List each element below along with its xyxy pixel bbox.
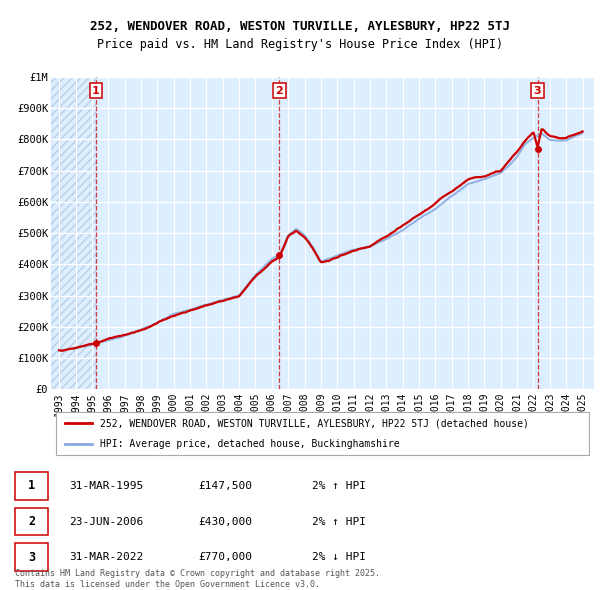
Text: £770,000: £770,000	[198, 552, 252, 562]
Text: HPI: Average price, detached house, Buckinghamshire: HPI: Average price, detached house, Buck…	[100, 439, 400, 449]
FancyBboxPatch shape	[15, 507, 48, 536]
Text: 2% ↑ HPI: 2% ↑ HPI	[312, 516, 366, 526]
Text: £147,500: £147,500	[198, 481, 252, 491]
Text: 2% ↑ HPI: 2% ↑ HPI	[312, 481, 366, 491]
Text: 2: 2	[28, 515, 35, 528]
Text: 252, WENDOVER ROAD, WESTON TURVILLE, AYLESBURY, HP22 5TJ (detached house): 252, WENDOVER ROAD, WESTON TURVILLE, AYL…	[100, 418, 529, 428]
Text: Contains HM Land Registry data © Crown copyright and database right 2025.
This d: Contains HM Land Registry data © Crown c…	[15, 569, 380, 589]
Text: Price paid vs. HM Land Registry's House Price Index (HPI): Price paid vs. HM Land Registry's House …	[97, 38, 503, 51]
Text: 1: 1	[28, 480, 35, 493]
FancyBboxPatch shape	[15, 543, 48, 571]
Text: 31-MAR-2022: 31-MAR-2022	[69, 552, 143, 562]
Text: £430,000: £430,000	[198, 516, 252, 526]
Text: 1: 1	[92, 86, 100, 96]
FancyBboxPatch shape	[15, 472, 48, 500]
Text: 3: 3	[534, 86, 541, 96]
Text: 252, WENDOVER ROAD, WESTON TURVILLE, AYLESBURY, HP22 5TJ: 252, WENDOVER ROAD, WESTON TURVILLE, AYL…	[90, 20, 510, 33]
Text: 2% ↓ HPI: 2% ↓ HPI	[312, 552, 366, 562]
Text: 23-JUN-2006: 23-JUN-2006	[69, 516, 143, 526]
Text: 31-MAR-1995: 31-MAR-1995	[69, 481, 143, 491]
FancyBboxPatch shape	[56, 412, 589, 455]
Text: 3: 3	[28, 550, 35, 563]
Text: 2: 2	[275, 86, 283, 96]
